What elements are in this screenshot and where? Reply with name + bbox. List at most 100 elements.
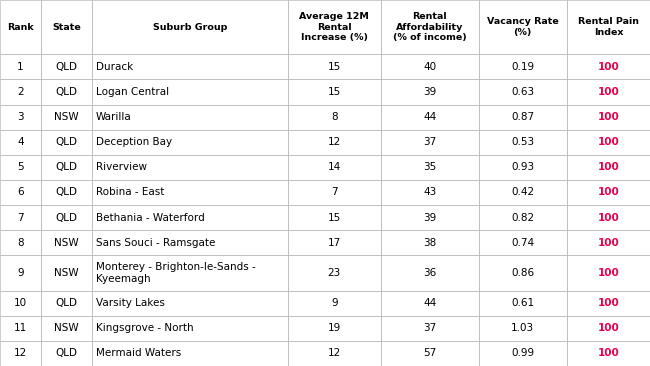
Text: QLD: QLD [55, 298, 77, 308]
Text: 0.87: 0.87 [511, 112, 534, 122]
Text: NSW: NSW [54, 112, 79, 122]
Bar [41, 155, 92, 180]
Text: 57: 57 [423, 348, 436, 358]
Bar [567, 255, 650, 291]
Text: 37: 37 [423, 137, 436, 147]
Bar [288, 180, 381, 205]
Bar [478, 0, 567, 55]
Text: QLD: QLD [55, 62, 77, 72]
Bar [41, 55, 92, 79]
Bar [288, 130, 381, 155]
Bar [41, 291, 92, 316]
Bar [567, 130, 650, 155]
Bar [478, 316, 567, 341]
Text: 8: 8 [331, 112, 337, 122]
Text: 0.63: 0.63 [511, 87, 534, 97]
Text: 17: 17 [328, 238, 341, 248]
Bar [92, 130, 288, 155]
Bar [381, 0, 478, 55]
Text: Deception Bay: Deception Bay [96, 137, 172, 147]
Bar [478, 105, 567, 130]
Text: NSW: NSW [54, 323, 79, 333]
Bar [92, 341, 288, 366]
Text: 44: 44 [423, 298, 436, 308]
Text: 4: 4 [18, 137, 24, 147]
Bar [0, 230, 41, 255]
Bar [381, 155, 478, 180]
Text: 3: 3 [18, 112, 24, 122]
Text: 40: 40 [423, 62, 436, 72]
Bar [0, 341, 41, 366]
Text: 100: 100 [597, 213, 619, 223]
Text: 12: 12 [328, 348, 341, 358]
Text: 39: 39 [423, 213, 436, 223]
Text: 12: 12 [14, 348, 27, 358]
Text: Bethania - Waterford: Bethania - Waterford [96, 213, 205, 223]
Text: 100: 100 [597, 112, 619, 122]
Bar [92, 155, 288, 180]
Text: 100: 100 [597, 323, 619, 333]
Text: Monterey - Brighton-le-Sands -
Kyeemagh: Monterey - Brighton-le-Sands - Kyeemagh [96, 262, 255, 284]
Text: 37: 37 [423, 323, 436, 333]
Bar [381, 341, 478, 366]
Text: 100: 100 [597, 187, 619, 197]
Text: 36: 36 [423, 268, 436, 278]
Bar [567, 230, 650, 255]
Text: Vacancy Rate
(%): Vacancy Rate (%) [487, 17, 558, 37]
Bar [381, 55, 478, 79]
Bar [478, 255, 567, 291]
Text: 0.99: 0.99 [511, 348, 534, 358]
Text: 100: 100 [597, 137, 619, 147]
Bar [41, 105, 92, 130]
Text: Suburb Group: Suburb Group [153, 23, 227, 32]
Text: 19: 19 [328, 323, 341, 333]
Bar [0, 130, 41, 155]
Bar [41, 79, 92, 105]
Text: 15: 15 [328, 62, 341, 72]
Bar [381, 105, 478, 130]
Bar [381, 255, 478, 291]
Bar [41, 130, 92, 155]
Text: 9: 9 [331, 298, 337, 308]
Text: 0.19: 0.19 [511, 62, 534, 72]
Text: 0.93: 0.93 [511, 162, 534, 172]
Bar [41, 205, 92, 230]
Bar [567, 105, 650, 130]
Bar [567, 291, 650, 316]
Text: NSW: NSW [54, 238, 79, 248]
Bar [41, 0, 92, 55]
Text: 11: 11 [14, 323, 27, 333]
Bar [478, 79, 567, 105]
Text: 44: 44 [423, 112, 436, 122]
Bar [288, 205, 381, 230]
Bar [92, 180, 288, 205]
Text: 100: 100 [597, 298, 619, 308]
Text: 2: 2 [18, 87, 24, 97]
Text: 7: 7 [331, 187, 337, 197]
Text: 0.61: 0.61 [511, 298, 534, 308]
Text: NSW: NSW [54, 268, 79, 278]
Text: State: State [52, 23, 81, 32]
Text: Logan Central: Logan Central [96, 87, 169, 97]
Bar [567, 0, 650, 55]
Bar [41, 316, 92, 341]
Bar [288, 55, 381, 79]
Text: Durack: Durack [96, 62, 133, 72]
Bar [567, 180, 650, 205]
Text: 38: 38 [423, 238, 436, 248]
Bar [567, 205, 650, 230]
Bar [567, 79, 650, 105]
Text: 23: 23 [328, 268, 341, 278]
Text: 0.82: 0.82 [511, 213, 534, 223]
Bar [92, 79, 288, 105]
Text: 43: 43 [423, 187, 436, 197]
Bar [92, 316, 288, 341]
Text: Sans Souci - Ramsgate: Sans Souci - Ramsgate [96, 238, 215, 248]
Bar [288, 316, 381, 341]
Bar [288, 255, 381, 291]
Text: 9: 9 [18, 268, 24, 278]
Text: 15: 15 [328, 87, 341, 97]
Text: Varsity Lakes: Varsity Lakes [96, 298, 165, 308]
Bar [567, 155, 650, 180]
Text: 100: 100 [597, 62, 619, 72]
